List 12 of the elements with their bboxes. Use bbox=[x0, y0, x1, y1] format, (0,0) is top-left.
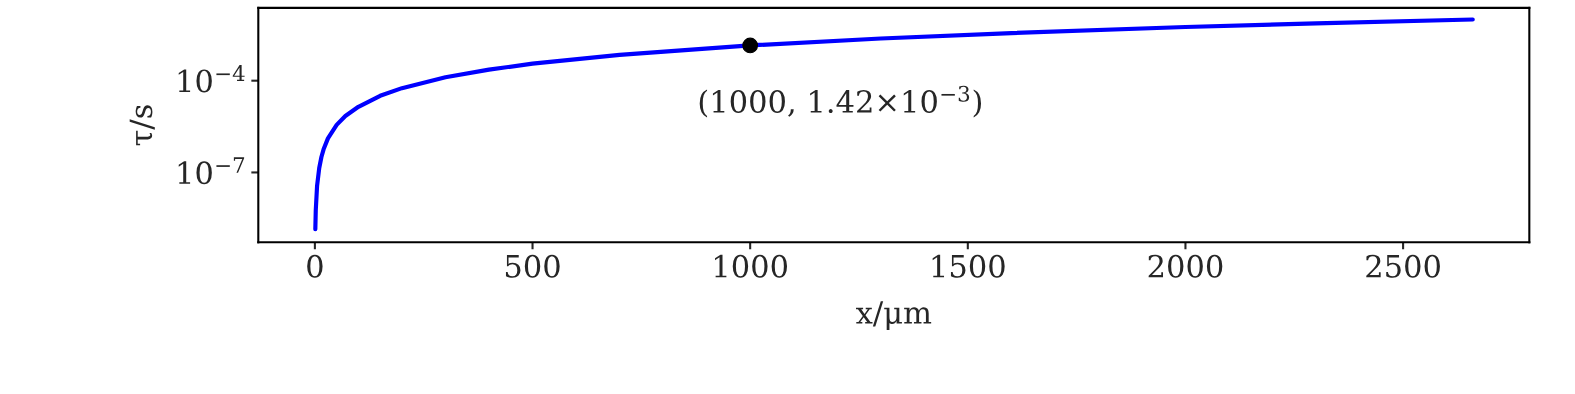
line-series bbox=[313, 17, 1475, 232]
annotation: (1000, 1.42×10$^{−3}$) bbox=[699, 85, 982, 118]
x-tick-label: 1000 bbox=[715, 254, 788, 278]
x-tick-label: 500 bbox=[505, 254, 560, 278]
x-tick-label: 0 bbox=[307, 254, 323, 278]
x-tick-label: 1500 bbox=[932, 254, 1005, 278]
y-axis-title: τ/s bbox=[129, 105, 155, 146]
y-tick-label: 10$^{−4}$ bbox=[178, 65, 245, 93]
x-tick-label: 2500 bbox=[1366, 254, 1440, 278]
x-axis-title: x/μm bbox=[856, 301, 932, 330]
x-tick-label: 2000 bbox=[1148, 254, 1223, 278]
y-tick-label: 10$^{−7}$ bbox=[178, 157, 245, 185]
